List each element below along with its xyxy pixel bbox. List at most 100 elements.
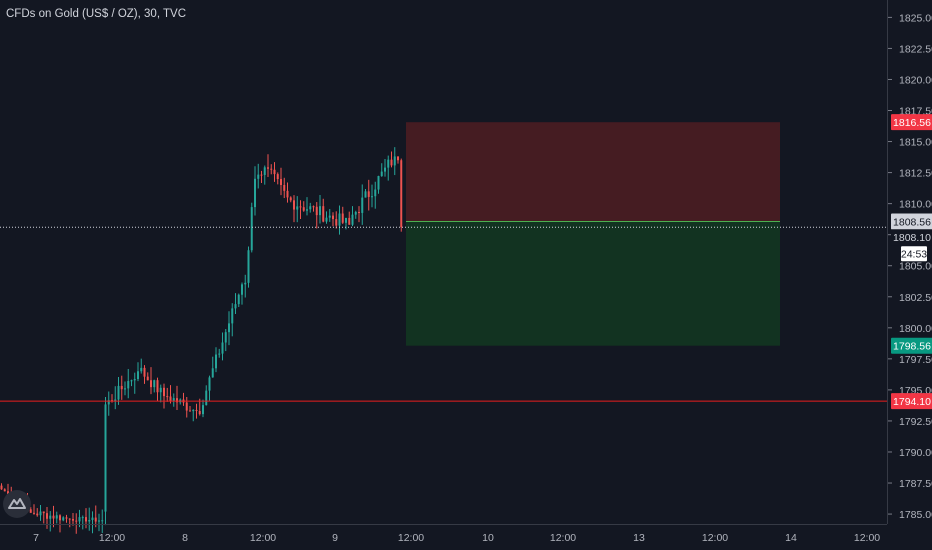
y-tick-label: 1790.00 [899, 447, 932, 459]
candle-body [215, 354, 217, 369]
candle-body [237, 294, 240, 305]
candle-body [306, 209, 308, 211]
y-tick-label: 1797.50 [899, 354, 932, 366]
countdown-tag-label: 24:53 [901, 249, 927, 261]
candle-body [65, 517, 68, 519]
candle-body [345, 217, 347, 223]
candle-body [254, 178, 256, 208]
candle-body [81, 517, 84, 519]
symbol-title[interactable]: CFDs on Gold (US$ / OZ), 30, TVC [6, 8, 187, 20]
x-tick-label: 12:00 [702, 532, 728, 544]
candle-body [133, 379, 136, 381]
y-tick-label: 1805.00 [899, 261, 932, 273]
candle-body [39, 511, 42, 516]
candle-body [260, 174, 263, 176]
x-tick-label: 12:00 [99, 532, 125, 544]
candle-body [244, 282, 247, 285]
candle-body [267, 167, 269, 169]
candle-body [42, 511, 45, 514]
candle-body [247, 250, 250, 283]
candle-body [341, 213, 344, 223]
candle-body [117, 385, 120, 400]
take-profit-zone [406, 221, 780, 346]
candle-body [387, 159, 390, 168]
candle-body [0, 485, 3, 490]
candle-body [332, 215, 334, 220]
time-axis[interactable]: 7 12:00 8 12:00 9 12:00 10 12:00 13 12:00 14 12:00 [0, 524, 887, 545]
target-price-tag-label: 1798.56 [893, 341, 931, 353]
x-tick-label: 12:00 [550, 532, 576, 544]
candle-body [98, 520, 100, 522]
candle-body [358, 211, 360, 213]
candle-body [208, 377, 211, 391]
candle-body [221, 342, 224, 354]
candle-body [140, 367, 143, 372]
candle-body [153, 380, 156, 388]
candle-body [75, 520, 78, 522]
price-tags: 1816.56 1808.56 1808.10 24:53 1798.56 1794.10 [891, 114, 932, 410]
candle-body [263, 167, 266, 175]
y-tick-label: 1785.00 [899, 509, 932, 521]
x-tick-label: 10 [482, 532, 494, 544]
candle-body [397, 156, 399, 161]
support-price-tag [891, 393, 932, 410]
candle-body [143, 367, 146, 377]
candle-body [302, 207, 305, 211]
x-tick-label: 14 [785, 532, 797, 544]
x-tick-label: 12:00 [250, 532, 276, 544]
candle-body [276, 174, 279, 180]
candle-body [309, 206, 312, 210]
candle-body [328, 215, 331, 218]
candle-body [312, 206, 315, 208]
y-tick-label: 1812.50 [899, 168, 932, 180]
candle-body [55, 515, 58, 519]
candle-body [114, 399, 117, 402]
candle-body [195, 409, 198, 412]
candle-body [384, 167, 386, 172]
candle-body [293, 200, 295, 210]
candle-body [364, 191, 367, 198]
candle-body [127, 381, 130, 389]
last-price-tag-label: 1808.10 [893, 232, 931, 244]
candle-body [85, 517, 87, 522]
candle-body [335, 219, 338, 226]
candle-body [166, 396, 169, 398]
tradingview-logo [3, 490, 31, 518]
candle-body [78, 517, 81, 522]
candle-body [351, 214, 354, 225]
countdown-tag [901, 246, 927, 262]
candle-body [319, 206, 321, 216]
candle-body [286, 190, 289, 198]
candle-body [283, 185, 286, 191]
candle-body [228, 323, 230, 333]
candle-body [280, 179, 282, 186]
x-tick-label: 8 [182, 532, 188, 544]
candle-body [49, 515, 52, 519]
candle-body [150, 380, 152, 388]
candle-body [159, 387, 162, 393]
candle-body [380, 171, 383, 177]
candle-body [91, 517, 94, 521]
candle-body [231, 308, 234, 324]
candle-body [62, 517, 65, 521]
candle-body [198, 411, 201, 415]
candle-body [189, 410, 191, 412]
candle-body [156, 380, 159, 393]
stop-loss-zone [406, 122, 780, 222]
candle-body [205, 390, 208, 406]
x-tick-label: 13 [633, 532, 645, 544]
candle-body [218, 353, 221, 355]
long-short-position-tool[interactable] [406, 122, 780, 346]
entry-price-tag-label: 1808.56 [893, 217, 931, 229]
candle-body [322, 206, 325, 222]
candle-body [192, 409, 195, 412]
candle-body [46, 513, 48, 519]
candle-body [202, 405, 204, 415]
candle-body [163, 387, 165, 397]
y-tick-label: 1787.50 [899, 478, 932, 490]
candle-body [146, 376, 149, 381]
candle-body [250, 207, 253, 251]
y-tick-label: 1800.00 [899, 323, 932, 335]
candle-body [361, 197, 364, 213]
